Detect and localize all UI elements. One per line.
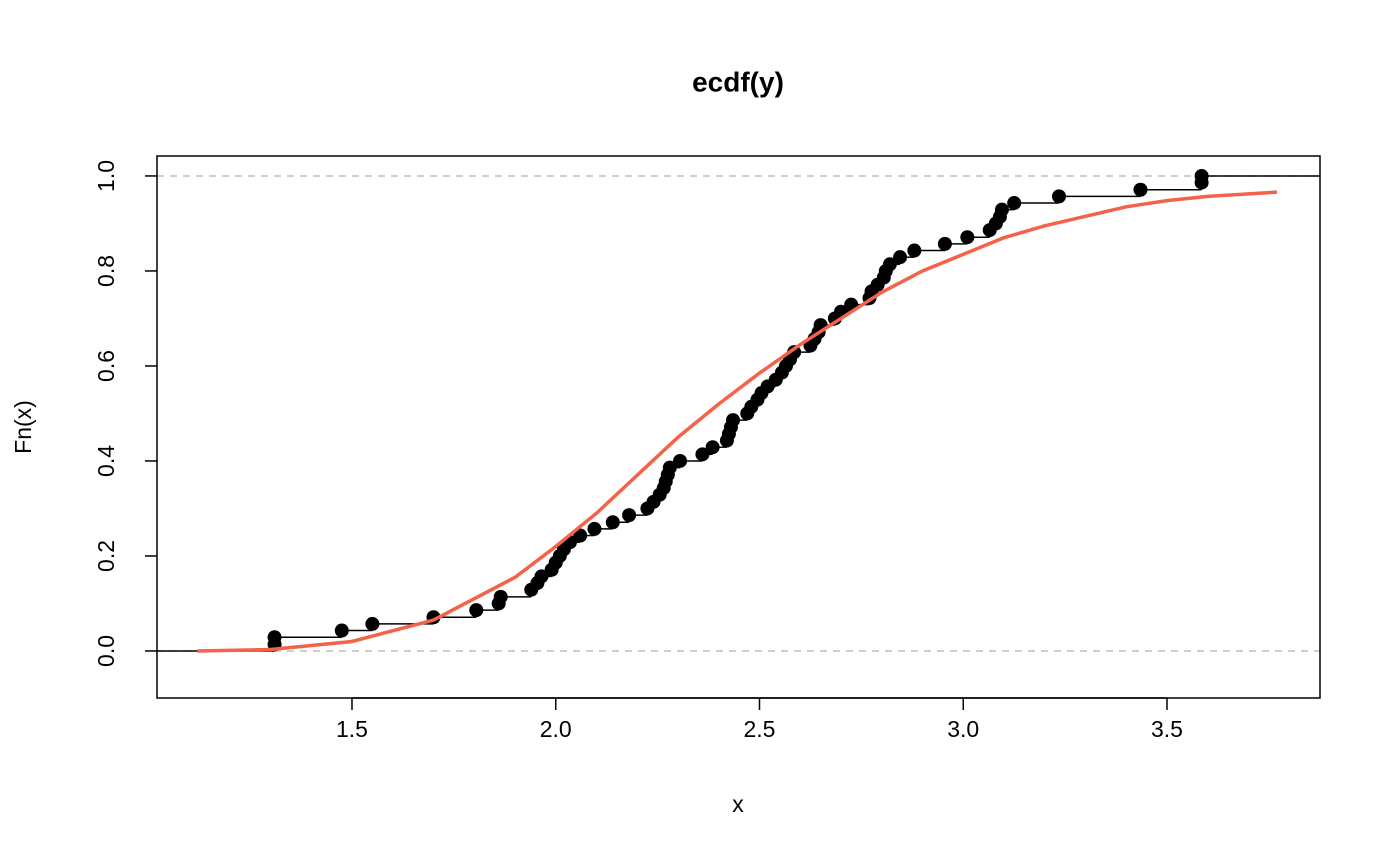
y-tick-label: 0.6 [93,350,119,382]
ecdf-point [622,508,637,523]
plot-frame [156,155,1321,699]
x-tick-label: 2.5 [743,716,775,742]
fitted-curve [197,190,1278,653]
chart-title: ecdf(y) [692,66,784,97]
ecdf-point [469,603,484,618]
y-tick-label: 0.8 [93,255,119,287]
ecdf-point [334,623,349,638]
ecdf-point [882,257,897,272]
ecdf-point [1051,189,1066,204]
ecdf-point [573,528,588,543]
x-axis-label: x [732,791,744,817]
ecdf-point [893,250,908,265]
ecdf-point [673,453,688,468]
ecdf-point [534,569,549,584]
ecdf-point [725,413,740,428]
ecdf-point [493,589,508,604]
x-tick-label: 1.5 [336,716,368,742]
x-tick-label: 2.0 [540,716,572,742]
ecdf-point [662,460,677,475]
ecdf-point [365,616,380,631]
y-axis-label: Fn(x) [10,400,36,454]
ecdf-point [937,236,952,251]
y-tick-label: 0.4 [93,445,119,477]
y-tick-label: 1.0 [93,160,119,192]
ecdf-point [1133,182,1148,197]
ecdf-point [994,202,1009,217]
ecdf-point [1007,196,1022,211]
ecdf-point [605,515,620,530]
ecdf-point [787,345,802,360]
ecdf-point [907,243,922,258]
y-tick-label: 0.0 [93,635,119,667]
ecdf-point [1194,168,1209,183]
ecdf-point [960,230,975,245]
ecdf-point [267,630,282,645]
x-tick-label: 3.0 [947,716,979,742]
ecdf-point [587,521,602,536]
x-tick-label: 3.5 [1151,716,1183,742]
y-tick-label: 0.2 [93,540,119,572]
ecdf-point [705,440,720,455]
ecdf-point [695,447,710,462]
